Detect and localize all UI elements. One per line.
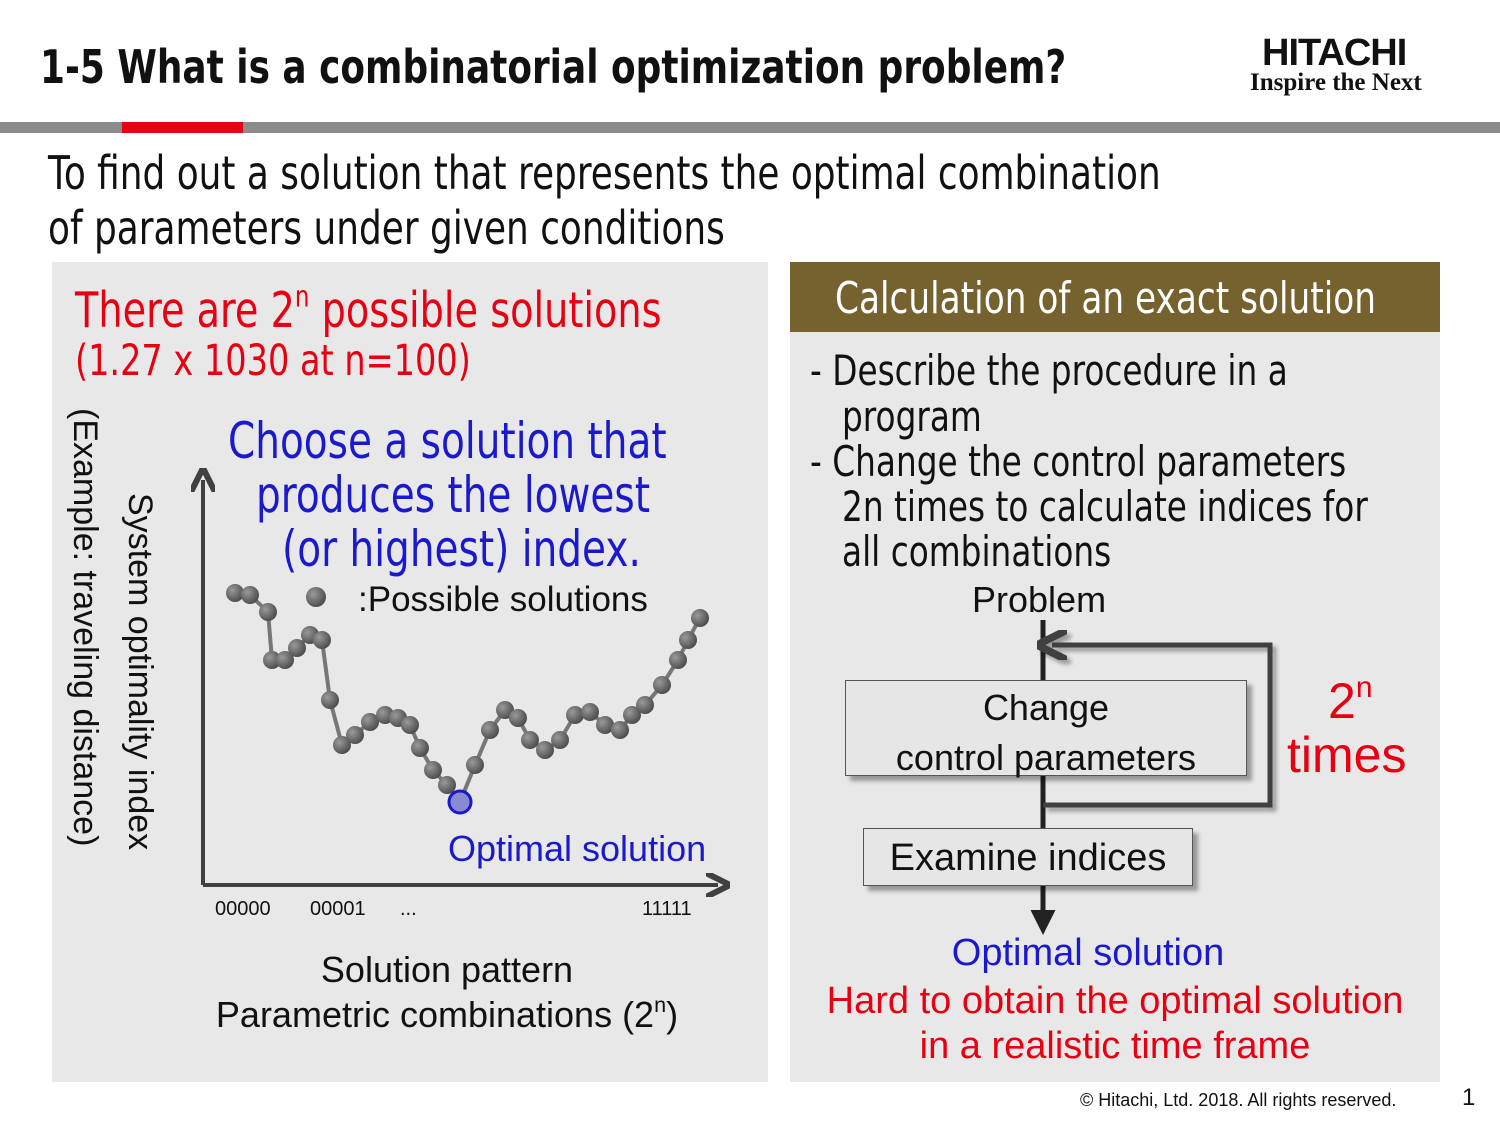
solution-dot <box>521 731 539 749</box>
header-accent <box>122 122 243 133</box>
solution-dot <box>321 691 339 709</box>
curve-line <box>234 591 702 806</box>
text: possible solutions <box>309 282 662 339</box>
solution-dot <box>636 696 654 714</box>
solution-dot <box>536 741 554 759</box>
solution-dot <box>288 639 306 657</box>
solution-dot <box>333 736 351 754</box>
solution-dot <box>691 609 709 627</box>
y-axis-label: (Example: traveling distance) <box>66 408 104 847</box>
solution-dot <box>438 776 456 794</box>
solution-dot <box>276 651 294 669</box>
solution-dot <box>611 721 629 739</box>
title: 1-5 What is a combinatorial optimization… <box>40 40 1067 94</box>
solution-dot <box>653 676 671 694</box>
solution-dot <box>346 726 364 744</box>
solutions-curve <box>226 584 709 815</box>
repeat-count: 2n <box>1328 673 1373 729</box>
y-axis-label: System optimality index <box>121 493 159 851</box>
text: There are 2 <box>75 282 295 339</box>
warning: Hard to obtain the optimal solution <box>826 980 1404 1022</box>
solution-dot <box>361 713 379 731</box>
callout: produces the lowest <box>256 466 651 524</box>
solution-dot <box>263 651 281 669</box>
x-tick-label: 11111 <box>642 898 692 920</box>
solution-dot <box>259 603 277 621</box>
callout: Choose a solution that <box>228 412 667 470</box>
x-tick-label: 00001 <box>310 898 366 920</box>
logo: HITACHI <box>1262 32 1407 74</box>
bullet: program <box>842 392 982 441</box>
solution-dot <box>581 703 599 721</box>
solutions-note: (1.27 x 1030 at n=100) <box>75 336 471 386</box>
loop-arrow <box>1043 645 1273 808</box>
text: 2 <box>1328 673 1356 729</box>
subtitle-line: To find out a solution that represents t… <box>48 146 1161 200</box>
solution-dot <box>481 721 499 739</box>
flow-box-text: Change <box>982 687 1110 728</box>
superscript: n <box>1355 671 1373 704</box>
solution-dot <box>424 761 442 779</box>
bullet: 2n times to calculate indices for <box>842 482 1368 531</box>
solution-dot <box>669 651 687 669</box>
optimal-marker <box>447 789 473 815</box>
subtitle-line: of parameters under given conditions <box>48 201 725 255</box>
solution-dot <box>679 631 697 649</box>
solution-dot <box>466 756 484 774</box>
left-panel <box>52 262 768 1082</box>
callout: (or highest) index. <box>282 520 641 578</box>
solution-dot <box>313 631 331 649</box>
flow-box: Examine indices <box>863 828 1193 886</box>
bullet: all combinations <box>842 527 1112 576</box>
solution-dot <box>401 716 419 734</box>
flow-box: Change control parameters <box>845 680 1247 778</box>
x-tick-label: 00000 <box>215 898 271 920</box>
superscript: n <box>294 279 310 314</box>
flow-problem: Problem <box>972 579 1107 620</box>
bullet: - Change the control parameters <box>810 437 1347 486</box>
solution-dot <box>411 739 429 757</box>
x-axis-label: Parametric combinations (2n) <box>52 994 842 1035</box>
solution-dot <box>596 716 614 734</box>
warning: in a realistic time frame <box>919 1025 1311 1067</box>
solution-dot <box>509 709 527 727</box>
flow-box-text: control parameters <box>895 737 1197 778</box>
solutions-heading: There are 2n possible solutions <box>75 282 661 335</box>
solution-dot <box>496 701 514 719</box>
text: ) <box>666 994 679 1035</box>
text: Parametric combinations (2 <box>215 994 655 1035</box>
solution-dot <box>566 706 584 724</box>
solution-dot <box>241 586 259 604</box>
solution-dot <box>551 731 569 749</box>
repeat-times: times <box>1287 727 1407 783</box>
right-panel-title: Calculation of an exact solution <box>835 273 1377 324</box>
copyright: © Hitachi, Ltd. 2018. All rights reserve… <box>1080 1090 1397 1110</box>
bullet: - Describe the procedure in a <box>810 346 1288 395</box>
page-number: 1 <box>1462 1084 1476 1111</box>
legend-dot <box>306 587 326 607</box>
superscript: n <box>654 991 667 1017</box>
x-axis-label: Solution pattern <box>320 949 574 990</box>
solution-dot <box>623 706 641 724</box>
legend-label: :Possible solutions <box>358 580 648 619</box>
tagline: Inspire the Next <box>1250 69 1422 96</box>
flow-result: Optimal solution <box>951 932 1225 974</box>
optimal-label: Optimal solution <box>448 828 707 869</box>
solution-dot <box>226 584 244 602</box>
flow-box-text: Examine indices <box>889 837 1167 879</box>
right-panel-header <box>790 262 1440 332</box>
header-bar <box>0 122 1500 133</box>
x-tick-label: ... <box>400 898 417 920</box>
